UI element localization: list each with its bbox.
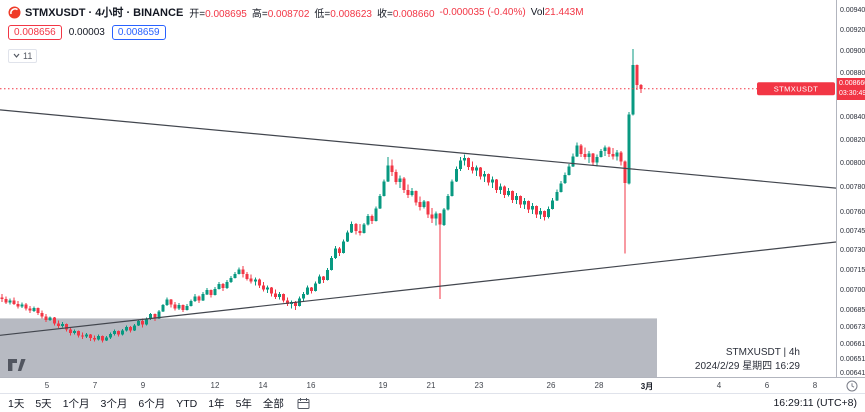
time-tick: 14 xyxy=(258,381,268,390)
range-button-1天[interactable]: 1天 xyxy=(8,398,25,410)
trendline-ascending-support[interactable] xyxy=(0,241,836,336)
range-button-1年[interactable]: 1年 xyxy=(208,398,225,410)
time-axis[interactable]: 5 7 9 12 14 16 19 21 23 26 28 3月 4 6 8 xyxy=(0,377,865,393)
ask-price-box[interactable]: 0.008659 xyxy=(111,25,166,40)
session-time[interactable]: 16:29:11 (UTC+8) xyxy=(773,397,857,409)
time-tick: 4 xyxy=(716,381,722,390)
clock-icon[interactable] xyxy=(846,380,858,392)
time-tick: 6 xyxy=(764,381,770,390)
change-value: -0.000035 (-0.40%) xyxy=(439,6,526,18)
bottom-toolbar: 1天 5天 1个月 3个月 6个月 YTD 1年 5年 全部 16:29:11 (UTC+8) xyxy=(0,393,865,412)
trendline-descending-resistance[interactable] xyxy=(0,109,836,189)
watermark-symbol: STMXUSDT | 4h xyxy=(725,347,800,358)
indicators-count: 11 xyxy=(23,50,33,61)
tradingview-logo[interactable] xyxy=(8,359,26,371)
symbol-price-tag: STMXUSDT xyxy=(757,82,835,96)
time-tick: 9 xyxy=(140,381,146,390)
date-range-icon xyxy=(297,397,310,409)
indicators-collapse-button[interactable]: 11 xyxy=(8,48,38,63)
range-button-全部[interactable]: 全部 xyxy=(262,398,284,410)
time-tick: 5 xyxy=(44,381,50,390)
candles-group xyxy=(0,49,643,343)
ohlc-low: 低=0.008623 xyxy=(314,8,372,20)
ohlc-high: 高=0.008702 xyxy=(251,8,310,20)
range-button-YTD[interactable]: YTD xyxy=(176,398,198,410)
time-tick: 19 xyxy=(378,381,388,390)
range-button-3个月[interactable]: 3个月 xyxy=(100,398,128,410)
range-button-6个月[interactable]: 6个月 xyxy=(138,398,166,410)
spread-value: 0.00003 xyxy=(68,27,105,38)
candlestick-chart[interactable]: STMXUSDT xyxy=(0,0,836,377)
bid-price-box[interactable]: 0.008656 xyxy=(8,25,62,40)
time-tick: 12 xyxy=(210,381,220,390)
watermark: STMXUSDT | 4h 2024/2/29 星期四 16:29 xyxy=(695,346,800,374)
chart-legend: STMXUSDT · 4小时 · BINANCE 开=0.008695 高=0.… xyxy=(8,4,589,63)
bar-countdown: 03:30:49 xyxy=(839,90,865,97)
date-range-button[interactable] xyxy=(297,397,310,410)
highlight-zone[interactable] xyxy=(0,318,657,377)
range-buttons: 1天 5天 1个月 3个月 6个月 YTD 1年 5年 全部 xyxy=(8,394,295,412)
symbol-title[interactable]: STMXUSDT · 4小时 · BINANCE xyxy=(25,7,184,19)
time-tick: 23 xyxy=(474,381,484,390)
time-tick: 16 xyxy=(306,381,316,390)
range-button-1个月[interactable]: 1个月 xyxy=(62,398,90,410)
watermark-date: 2024/2/29 星期四 16:29 xyxy=(694,361,800,372)
time-tick: 8 xyxy=(812,381,818,390)
time-tick: 21 xyxy=(426,381,436,390)
chevron-down-icon xyxy=(13,53,20,58)
current-price-axis-label: 0.008660 03:30:49 xyxy=(837,78,865,100)
time-tick: 3月 xyxy=(640,382,654,391)
svg-text:STMXUSDT: STMXUSDT xyxy=(774,85,818,94)
current-price-value: 0.008660 xyxy=(839,80,865,87)
range-button-5天[interactable]: 5天 xyxy=(35,398,52,410)
ohlc-close: 收=0.008660 xyxy=(376,8,435,20)
time-tick: 28 xyxy=(594,381,604,390)
ohlc-open: 开=0.008695 xyxy=(189,8,247,20)
stmx-coin-icon xyxy=(8,6,21,18)
range-button-5年[interactable]: 5年 xyxy=(235,398,252,410)
time-tick: 26 xyxy=(546,381,556,390)
volume: Vol21.443M xyxy=(530,6,584,18)
time-tick: 7 xyxy=(92,381,98,390)
